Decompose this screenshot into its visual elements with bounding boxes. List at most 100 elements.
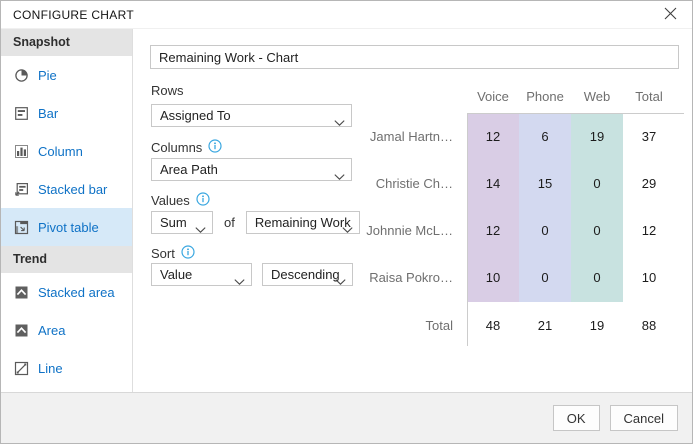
columns-label: Columns (151, 138, 222, 156)
pivot-column-header: Web (583, 89, 611, 104)
pivot-row-label: Christie Ch… (375, 175, 453, 191)
pivot-total-cell: 88 (641, 317, 657, 333)
ok-button[interactable]: OK (552, 405, 600, 431)
close-button[interactable] (660, 5, 680, 25)
sort-label: Sort (151, 244, 195, 262)
dialog-titlebar: CONFIGURE CHART (1, 1, 692, 29)
sidebar-item-line[interactable]: Line (1, 349, 132, 387)
dialog-title: CONFIGURE CHART (13, 7, 134, 22)
pivot-cell: 0 (541, 269, 549, 285)
pivot-column-header: Total (635, 89, 663, 104)
pivot-row-label: Raisa Pokro… (369, 269, 453, 285)
sidebar-item-label: Pivot table (38, 219, 99, 235)
sidebar-item-pie[interactable]: Pie (1, 56, 132, 94)
pivot-row: Raisa Pokro… 10 0 0 10 (313, 269, 679, 285)
sidebar-group-snapshot: Snapshot (1, 29, 132, 56)
pivot-cell: 10 (641, 269, 657, 285)
stacked-area-chart-icon (13, 285, 29, 300)
close-icon (664, 7, 677, 23)
chevron-down-icon (342, 221, 353, 233)
sidebar-item-label: Line (38, 360, 63, 376)
chart-name-input[interactable] (150, 45, 679, 69)
sidebar-item-label: Stacked area (38, 284, 115, 300)
chevron-down-icon (334, 168, 345, 180)
sort-by-select-value: Value (160, 267, 193, 282)
sidebar-item-label: Pie (38, 67, 57, 83)
voice-column-background (468, 114, 519, 302)
columns-select[interactable]: Area Path (151, 158, 352, 181)
aggregation-select[interactable]: Sum (151, 211, 213, 234)
rows-select-value: Assigned To (160, 108, 231, 123)
cancel-button[interactable]: Cancel (609, 405, 678, 431)
pivot-row-label: Johnnie McL… (366, 222, 453, 238)
bar-chart-icon (13, 106, 29, 121)
sidebar-item-bar[interactable]: Bar (1, 94, 132, 132)
pivot-cell: 12 (641, 222, 657, 238)
pivot-row: Jamal Hartn… 12 6 19 37 (313, 128, 679, 144)
chevron-down-icon (335, 273, 346, 285)
pivot-total-label: Total (425, 317, 453, 333)
pivot-total-cell: 48 (485, 317, 501, 333)
sidebar-item-pivot-table[interactable]: Pivot table (1, 208, 132, 246)
pivot-cell: 0 (593, 269, 601, 285)
of-label: of (224, 215, 235, 230)
chevron-down-icon (195, 221, 206, 233)
info-icon[interactable] (208, 138, 222, 156)
column-chart-icon (13, 144, 29, 159)
pivot-total-cell: 21 (537, 317, 553, 333)
sort-direction-select-value: Descending (271, 267, 340, 282)
pivot-total-cell: 19 (589, 317, 605, 333)
sidebar-item-label: Area (38, 322, 66, 338)
area-chart-icon (13, 323, 29, 338)
pivot-column-headers: Voice Phone Web Total (467, 89, 675, 104)
chevron-down-icon (334, 114, 345, 126)
pivot-table-icon (13, 220, 29, 235)
pivot-total-row: Total 48 21 19 88 (313, 317, 679, 333)
pivot-cell: 12 (485, 222, 501, 238)
sidebar-item-column[interactable]: Column (1, 132, 132, 170)
sort-row: Value Descending (151, 263, 353, 286)
sort-by-select[interactable]: Value (151, 263, 252, 286)
values-label-text: Values (151, 192, 190, 208)
pivot-cell: 6 (541, 128, 549, 144)
pivot-column-header: Voice (477, 89, 509, 104)
chart-type-sidebar: Snapshot Pie Bar Column Stacked bar (1, 29, 133, 392)
phone-column-background (519, 114, 571, 302)
sidebar-item-stacked-bar[interactable]: Stacked bar (1, 170, 132, 208)
sidebar-group-trend: Trend (1, 246, 132, 273)
web-column-background (571, 114, 623, 302)
pivot-row: Johnnie McL… 12 0 0 12 (313, 222, 679, 238)
pivot-left-divider (467, 113, 468, 346)
sidebar-item-label: Column (38, 143, 83, 159)
chevron-down-icon (234, 273, 245, 285)
sidebar-item-area[interactable]: Area (1, 311, 132, 349)
pivot-cell: 0 (593, 175, 601, 191)
sidebar-item-label: Stacked bar (38, 181, 108, 197)
sort-direction-select[interactable]: Descending (262, 263, 353, 286)
pivot-cell: 10 (485, 269, 501, 285)
value-field-select[interactable]: Remaining Work (245, 211, 360, 234)
pivot-cell: 0 (593, 222, 601, 238)
sort-label-text: Sort (151, 245, 175, 261)
pivot-cell: 37 (641, 128, 657, 144)
pivot-cell: 15 (537, 175, 553, 191)
dialog-footer: OK Cancel (1, 392, 692, 443)
pivot-header-divider (467, 113, 684, 114)
info-icon[interactable] (181, 244, 195, 262)
pivot-row: Christie Ch… 14 15 0 29 (313, 175, 679, 191)
pivot-cell: 29 (641, 175, 657, 191)
values-label: Values (151, 191, 210, 209)
pivot-cell: 19 (589, 128, 605, 144)
info-icon[interactable] (196, 191, 210, 209)
columns-label-text: Columns (151, 139, 203, 155)
pivot-column-header: Phone (526, 89, 564, 104)
pie-chart-icon (13, 68, 29, 83)
value-field-select-value: Remaining Work (254, 215, 351, 230)
pivot-cell: 12 (485, 128, 501, 144)
sidebar-item-stacked-area[interactable]: Stacked area (1, 273, 132, 311)
pivot-cell: 14 (485, 175, 501, 191)
aggregation-select-value: Sum (160, 215, 187, 230)
rows-label: Rows (151, 82, 184, 98)
rows-select[interactable]: Assigned To (151, 104, 352, 127)
